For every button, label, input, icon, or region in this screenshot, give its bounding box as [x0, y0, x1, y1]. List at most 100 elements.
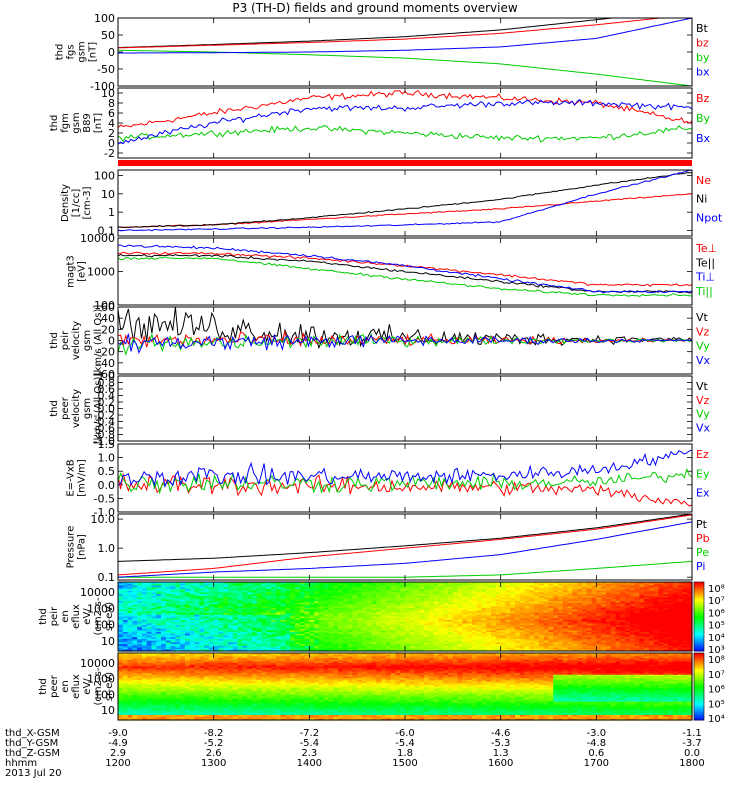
spectrogram-cell — [161, 644, 167, 647]
spectrogram-cell — [481, 602, 487, 606]
spectrogram-cell — [505, 621, 511, 624]
spectrogram-cell — [271, 630, 277, 633]
spectrogram-cell — [615, 585, 621, 588]
legend-temp-item: Ti|| — [695, 285, 713, 298]
spectrogram-cell — [223, 642, 229, 645]
spectrogram-cell — [175, 621, 181, 624]
spectrogram-cell — [538, 585, 545, 588]
spectrogram-cell — [242, 614, 248, 618]
spectrogram-cell — [141, 614, 148, 618]
spectrogram-cell — [261, 644, 267, 647]
spectrogram-cell — [620, 609, 626, 612]
spectrogram-cell — [419, 618, 425, 621]
spectrogram-cell — [558, 649, 564, 652]
spectrogram-cell — [318, 611, 325, 614]
spectrogram-cell — [405, 645, 411, 649]
spectrogram-cell — [438, 604, 444, 607]
spectrogram-cell — [170, 582, 176, 585]
spectrogram-cell — [543, 638, 550, 642]
spectrogram-cell — [366, 618, 373, 621]
spectrogram-cell — [534, 619, 540, 623]
spectrogram-cell — [653, 618, 660, 621]
spectrogram-cell — [452, 644, 459, 647]
ytick-label: 10 — [101, 635, 115, 648]
spectrogram-cell — [256, 616, 263, 619]
spectrogram-cell — [467, 588, 473, 592]
spectrogram-cell — [529, 609, 535, 612]
spectrogram-cell — [294, 582, 301, 585]
spectrogram-cell — [405, 621, 411, 624]
spectrogram-cell — [318, 583, 325, 587]
spectrogram-cell — [452, 628, 459, 631]
spectrogram-cell — [271, 645, 277, 649]
spectrogram-cell — [175, 630, 181, 633]
spectrogram-cell — [371, 628, 377, 631]
spectrogram-cell — [381, 644, 387, 647]
panel-ion_spec: thd peir en eflux eV/(cm2-s-sr-eV)1000010001… — [38, 581, 725, 656]
spectrogram-cell — [448, 633, 454, 637]
spectrogram-cell — [175, 616, 181, 619]
spectrogram-cell — [323, 645, 330, 649]
spectrogram-cell — [562, 609, 569, 612]
spectrogram-cell — [223, 614, 229, 618]
spectrogram-cell — [572, 600, 578, 604]
spectrogram-cell — [342, 592, 349, 595]
spectrogram-cell — [309, 632, 315, 635]
spectrogram-cell — [428, 644, 435, 647]
spectrogram-cell — [577, 616, 583, 619]
spectrogram-cell — [491, 609, 497, 612]
spectrogram-cell — [562, 645, 569, 649]
spectrogram-cell — [534, 645, 540, 649]
spectrogram-cell — [414, 588, 420, 592]
spectrogram-cell — [577, 637, 583, 640]
spectrogram-cell — [213, 647, 220, 650]
spectrogram-cell — [333, 583, 339, 587]
spectrogram-cell — [548, 590, 554, 593]
spectrogram-cell — [390, 633, 397, 637]
spectrogram-cell — [175, 588, 181, 592]
spectrogram-cell — [280, 613, 287, 616]
spectrogram-cell — [228, 619, 234, 623]
spectrogram-cell — [371, 637, 377, 640]
spectrogram-cell — [132, 644, 138, 647]
spectrogram-cell — [261, 621, 267, 624]
spectrogram-cell — [242, 616, 248, 619]
spectrogram-cell — [318, 587, 325, 590]
spectrogram-cell — [146, 602, 153, 606]
spectrogram-cell — [668, 609, 674, 612]
spectrogram-cell — [505, 628, 511, 631]
spectrogram-cell — [424, 626, 430, 630]
spectrogram-cell — [156, 599, 162, 602]
spectrogram-cell — [376, 602, 382, 606]
spectrogram-cell — [433, 626, 440, 630]
spectrogram-cell — [323, 606, 330, 609]
spectrogram-cell — [558, 618, 564, 621]
spectrogram-cell — [443, 585, 449, 588]
spectrogram-cell — [347, 614, 353, 618]
spectrogram-cell — [376, 623, 382, 626]
spectrogram-cell — [515, 632, 521, 635]
spectrogram-cell — [247, 582, 253, 585]
spectrogram-cell — [471, 645, 478, 649]
spectrogram-cell — [529, 644, 535, 647]
spectrogram-cell — [170, 613, 176, 616]
spectrogram-cell — [515, 616, 521, 619]
spectrogram-cell — [457, 609, 463, 612]
spectrogram-cell — [141, 588, 148, 592]
spectrogram-cell — [457, 585, 463, 588]
spectrogram-cell — [433, 613, 440, 616]
spectrogram-cell — [381, 595, 387, 599]
spectrogram-cell — [428, 640, 435, 643]
spectrogram-cell — [601, 606, 607, 609]
spectrogram-cell — [266, 649, 272, 652]
spectrogram-cell — [318, 602, 325, 606]
spectrogram-cell — [448, 594, 454, 597]
spectrogram-cell — [251, 599, 258, 602]
spectrogram-cell — [333, 602, 339, 606]
spectrogram-cell — [247, 607, 253, 611]
spectrogram-cell — [122, 626, 129, 630]
spectrogram-cell — [309, 609, 315, 612]
spectrogram-cell — [524, 600, 530, 604]
spectrogram-cell — [194, 602, 200, 606]
spectrogram-cell — [644, 600, 650, 604]
